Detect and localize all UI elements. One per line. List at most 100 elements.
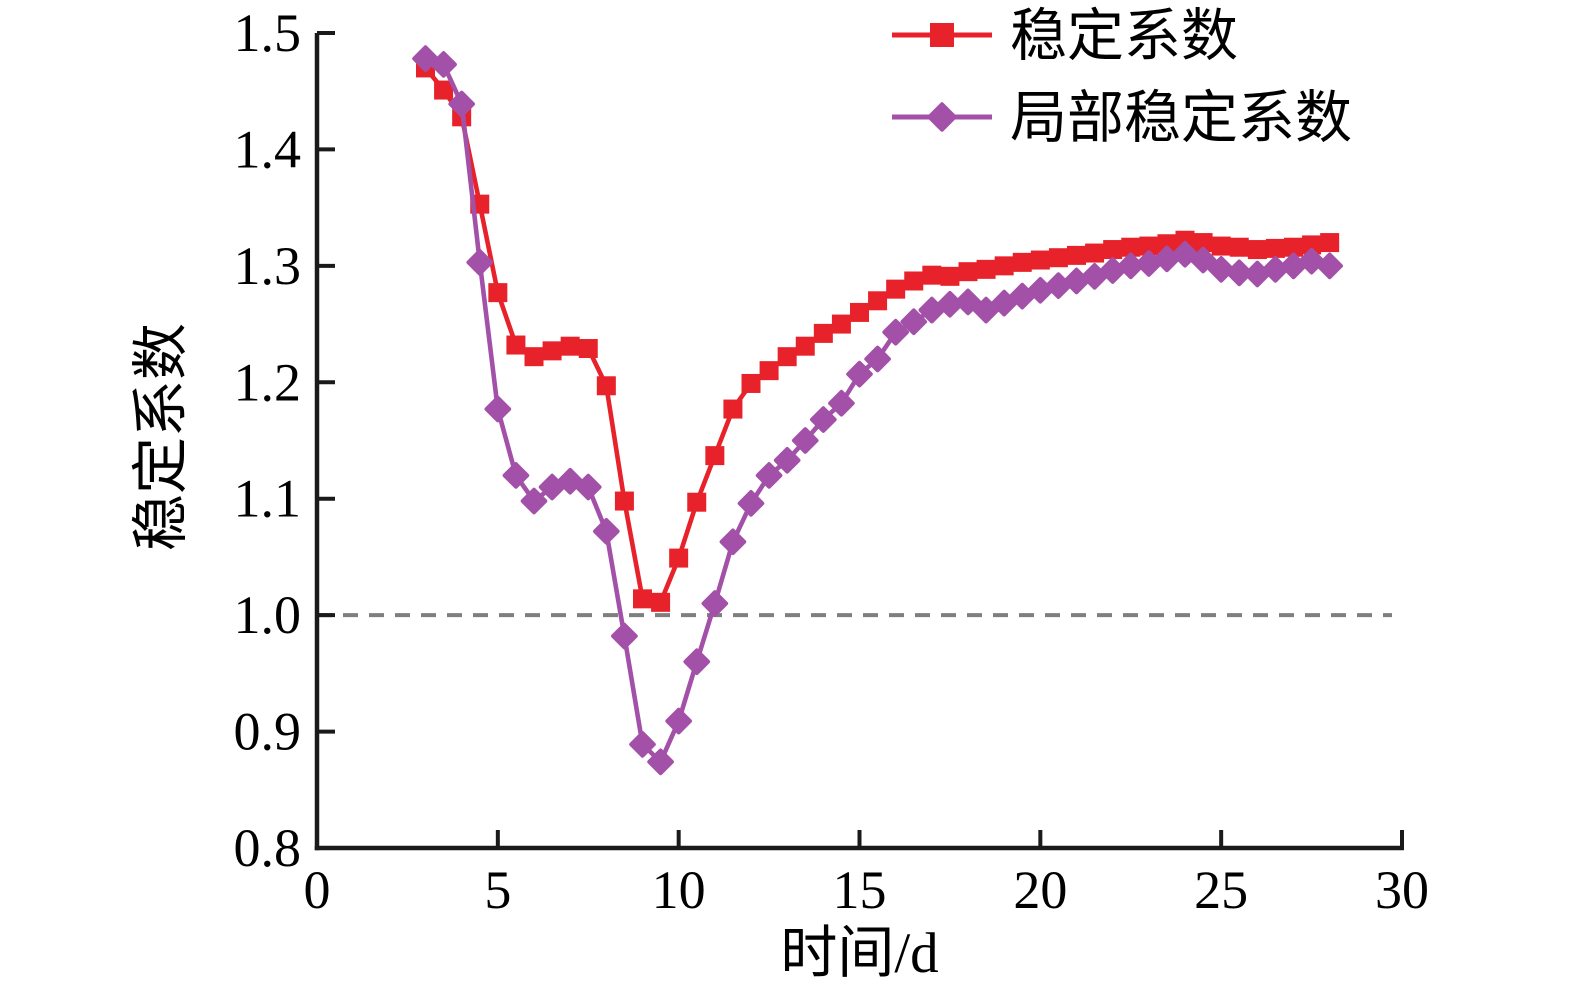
data-point-marker (1229, 237, 1249, 257)
y-tick-label: 1.0 (234, 585, 302, 645)
data-point-marker (560, 336, 580, 356)
data-point-marker (810, 406, 837, 433)
data-point-marker (795, 336, 815, 356)
x-tick-label: 0 (304, 860, 331, 920)
data-point-marker (737, 490, 765, 517)
data-point-marker (1302, 235, 1322, 255)
data-point-marker (683, 648, 711, 676)
data-point-marker (1139, 236, 1159, 256)
data-point-marker (651, 592, 671, 612)
legend-item-stability-coefficient: 稳定系数 (892, 5, 1238, 68)
data-point-marker (773, 446, 801, 474)
data-point-marker (669, 548, 689, 568)
data-point-marker (647, 748, 674, 776)
data-point-marker (791, 427, 819, 454)
data-point-marker (466, 249, 494, 276)
data-point-marker (542, 341, 562, 361)
data-point-marker (633, 589, 652, 609)
x-tick-label: 5 (484, 860, 511, 920)
tick-labels: 0.8 0.9 1.0 1.1 1.2 1.3 1.4 1.5 0 5 10 15 20 25 30 (234, 3, 1430, 920)
legend-item-local-stability-coefficient: 局部稳定系数 (892, 87, 1352, 150)
data-point-marker (614, 491, 634, 511)
data-point-marker (1320, 233, 1340, 253)
data-point-marker (1316, 252, 1343, 280)
data-point-marker (629, 731, 656, 758)
data-point-marker (574, 473, 602, 501)
data-point-marker (524, 347, 544, 367)
data-point-marker (1211, 236, 1231, 256)
data-point-marker (1225, 259, 1253, 287)
data-point-marker (578, 339, 598, 359)
data-point-marker (502, 462, 530, 489)
data-point-marker (846, 360, 873, 388)
data-point-marker (741, 373, 761, 393)
data-point-marker (850, 302, 869, 322)
x-tick-label: 30 (1375, 860, 1429, 920)
data-point-marker (904, 271, 924, 291)
data-point-marker (936, 290, 964, 318)
x-tick-label: 20 (1013, 860, 1067, 920)
series-local-stability-coefficient (412, 45, 1343, 776)
y-tick-label: 1.4 (234, 119, 302, 179)
data-point-marker (777, 347, 797, 367)
data-point-marker (828, 389, 855, 417)
y-tick-label: 0.8 (234, 818, 302, 878)
data-point-marker (900, 308, 928, 336)
y-axis-title: 稳定系数 (130, 323, 193, 551)
y-tick-label: 1.3 (234, 236, 302, 296)
legend-diamond-marker-icon (927, 102, 957, 132)
data-point-marker (1085, 243, 1105, 263)
data-point-marker (994, 256, 1014, 276)
legend-label: 局部稳定系数 (1010, 87, 1352, 150)
data-point-marker (611, 622, 638, 650)
x-tick-label: 10 (652, 860, 706, 920)
data-point-marker (759, 361, 779, 381)
x-tick-label: 25 (1194, 860, 1248, 920)
data-point-marker (1193, 233, 1213, 253)
data-point-marker (593, 518, 620, 545)
data-point-marker (1265, 238, 1285, 258)
data-point-marker (813, 323, 833, 343)
data-point-marker (430, 51, 457, 78)
data-point-marker (1103, 240, 1123, 260)
data-point-marker (882, 318, 909, 346)
data-point-marker (1030, 250, 1050, 270)
data-point-marker (705, 446, 725, 466)
data-point-marker (976, 259, 996, 279)
data-point-marker (1117, 252, 1145, 280)
data-point-marker (506, 335, 526, 355)
data-point-marker (1247, 240, 1267, 260)
data-point-marker (719, 528, 747, 556)
data-point-marker (488, 283, 508, 303)
data-point-marker (940, 266, 960, 286)
data-point-marker (958, 262, 978, 282)
data-point-marker (448, 90, 475, 118)
data-point-marker (868, 291, 888, 311)
data-point-marker (596, 376, 616, 396)
data-point-marker (701, 590, 729, 617)
y-tick-label: 0.9 (234, 702, 302, 762)
data-point-marker (864, 345, 891, 373)
series-stability-coefficient (416, 58, 1340, 612)
data-point-marker (1207, 256, 1235, 283)
data-point-marker (665, 707, 692, 735)
data-point-marker (1067, 245, 1086, 265)
data-point-marker (1262, 256, 1289, 283)
axes (314, 31, 1404, 851)
x-axis-title: 时间/d (780, 922, 938, 985)
data-point-marker (484, 395, 512, 423)
y-tick-label: 1.2 (234, 352, 302, 412)
data-point-marker (723, 399, 743, 419)
data-point-marker (831, 314, 851, 334)
data-point-marker (434, 80, 454, 100)
x-tick-label: 15 (833, 860, 887, 920)
data-point-marker (1048, 248, 1068, 268)
y-tick-label: 1.1 (234, 469, 302, 529)
data-point-marker (886, 279, 906, 299)
y-tick-label: 1.5 (234, 3, 302, 63)
data-point-marker (1121, 237, 1141, 257)
data-point-marker (1157, 234, 1177, 254)
data-point-marker (687, 492, 707, 512)
